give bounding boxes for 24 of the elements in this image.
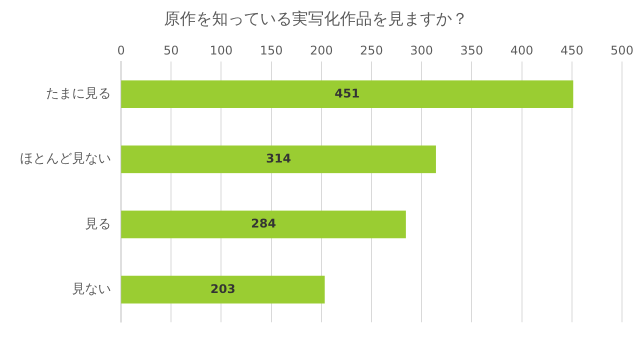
- data-label: 284: [251, 216, 276, 231]
- x-tick-label: 250: [360, 44, 383, 58]
- data-label: 203: [210, 282, 236, 296]
- x-tick-label: 300: [410, 44, 434, 58]
- data-label: 451: [334, 86, 360, 100]
- x-tick-label: 200: [310, 44, 333, 58]
- chart-title: 原作を知っている実写化作品を見ますか？: [164, 8, 468, 28]
- y-tick-label: たまに見る: [46, 86, 111, 102]
- y-tick-label: 見る: [85, 216, 111, 232]
- bar: [121, 276, 325, 304]
- x-tick-label: 350: [460, 44, 484, 58]
- data-label: 314: [266, 151, 292, 166]
- x-tick-label: 450: [560, 44, 584, 58]
- y-tick-label: 見ない: [72, 282, 111, 297]
- bar: [121, 210, 406, 238]
- x-tick-label: 50: [163, 44, 179, 58]
- x-tick-label: 0: [117, 44, 125, 58]
- x-tick-label: 400: [510, 44, 534, 58]
- x-tick-label: 150: [260, 44, 283, 58]
- x-tick-label: 500: [610, 44, 634, 58]
- bar: [121, 145, 436, 174]
- bar: [121, 80, 574, 108]
- x-tick-label: 100: [210, 44, 233, 58]
- y-tick-label: ほとんど見ない: [20, 152, 111, 167]
